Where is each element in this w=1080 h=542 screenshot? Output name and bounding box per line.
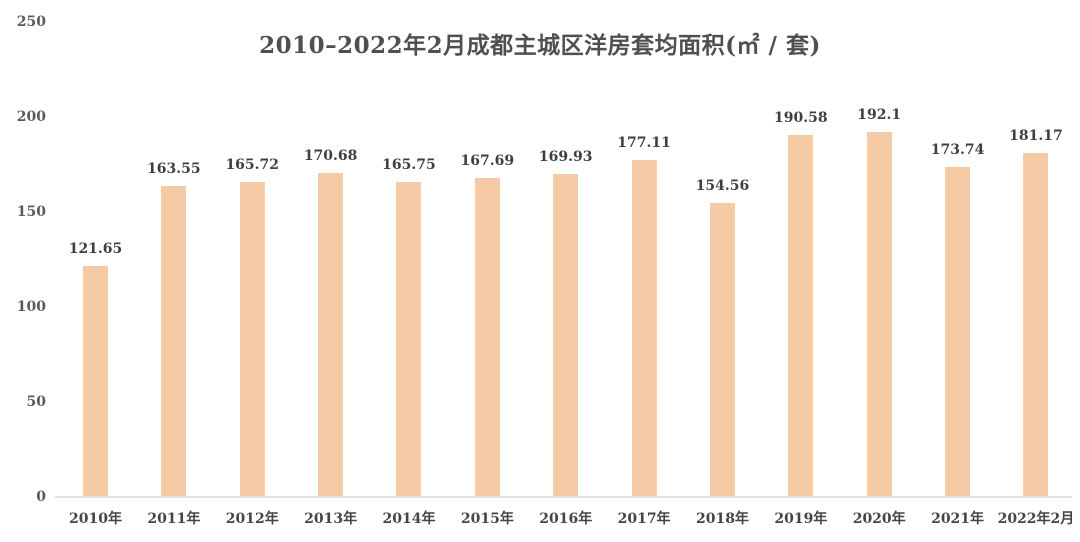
bar [396, 182, 422, 497]
x-axis-tick-label: 2012年 [225, 511, 279, 527]
bar [945, 166, 971, 497]
bar-value-label: 170.68 [303, 147, 358, 164]
bar-value-label: 177.11 [617, 135, 671, 152]
bar [553, 174, 579, 497]
y-axis-tick-label: 0 [36, 489, 46, 505]
x-axis-tick-label: 2011年 [147, 511, 201, 527]
bar-value-label: 165.72 [225, 157, 280, 174]
x-axis-tick-label: 2014年 [382, 511, 436, 527]
y-axis-tick-label: 250 [16, 14, 46, 30]
bar-value-label: 167.69 [460, 153, 515, 170]
x-axis-tick-label: 2018年 [695, 511, 749, 527]
bar [239, 182, 265, 497]
x-axis-tick-label: 2017年 [617, 511, 671, 527]
bar [788, 134, 814, 497]
x-axis-tick-label: 2016年 [539, 511, 593, 527]
x-axis-tick-label: 2013年 [304, 511, 358, 527]
x-axis-tick-label: 2021年 [931, 511, 985, 527]
bar-value-label: 165.75 [382, 157, 436, 174]
x-axis-tick-label: 2015年 [460, 511, 514, 527]
bar-value-label: 121.65 [68, 240, 123, 257]
x-axis-tick-label: 2019年 [774, 511, 828, 527]
chart-title: 2010–2022年2月成都主城区洋房套均面积(㎡ / 套) [259, 32, 821, 59]
bar [318, 172, 344, 497]
y-axis-tick-label: 100 [16, 299, 46, 315]
bar [83, 265, 108, 497]
bar-value-label: 173.74 [930, 141, 985, 158]
bar [631, 160, 657, 497]
y-axis-tick-label: 150 [16, 204, 46, 220]
x-axis-tick-label: 2020年 [852, 511, 906, 527]
bar-value-label: 169.93 [538, 149, 593, 166]
y-axis-tick-label: 200 [16, 109, 46, 125]
x-axis-tick-label: 2022年2月 [997, 511, 1075, 527]
bar-value-label: 163.55 [147, 161, 201, 178]
bar [866, 132, 892, 497]
x-axis-line [55, 496, 1072, 498]
y-axis-tick-label: 50 [26, 394, 46, 410]
bar-value-label: 190.58 [774, 109, 828, 126]
bar [474, 178, 500, 497]
bar-value-label: 154.56 [695, 178, 750, 195]
bar [1023, 152, 1049, 497]
bar-value-label: 181.17 [1009, 127, 1063, 144]
x-axis-tick-label: 2010年 [69, 511, 122, 527]
bar-value-label: 192.1 [857, 107, 902, 123]
bar [709, 203, 735, 497]
bar [161, 186, 187, 497]
